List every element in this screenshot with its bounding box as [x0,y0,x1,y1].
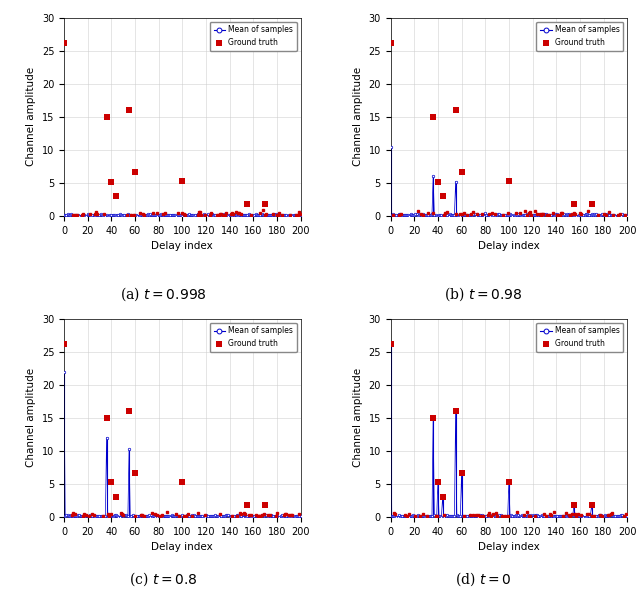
X-axis label: Delay index: Delay index [478,542,540,552]
Text: (a) $t = 0.998$: (a) $t = 0.998$ [120,285,207,303]
Legend: Mean of samples, Ground truth: Mean of samples, Ground truth [536,21,623,51]
Text: (c) $t = 0.8$: (c) $t = 0.8$ [129,570,197,588]
Y-axis label: Channel amplitude: Channel amplitude [353,67,363,166]
Y-axis label: Channel amplitude: Channel amplitude [26,67,36,166]
Legend: Mean of samples, Ground truth: Mean of samples, Ground truth [536,323,623,352]
Legend: Mean of samples, Ground truth: Mean of samples, Ground truth [210,21,297,51]
Legend: Mean of samples, Ground truth: Mean of samples, Ground truth [210,323,297,352]
Y-axis label: Channel amplitude: Channel amplitude [26,368,36,467]
Text: (d) $t = 0$: (d) $t = 0$ [455,570,511,588]
Text: (b) $t = 0.98$: (b) $t = 0.98$ [444,285,522,303]
X-axis label: Delay index: Delay index [152,241,213,251]
X-axis label: Delay index: Delay index [478,241,540,251]
Y-axis label: Channel amplitude: Channel amplitude [353,368,363,467]
X-axis label: Delay index: Delay index [152,542,213,552]
